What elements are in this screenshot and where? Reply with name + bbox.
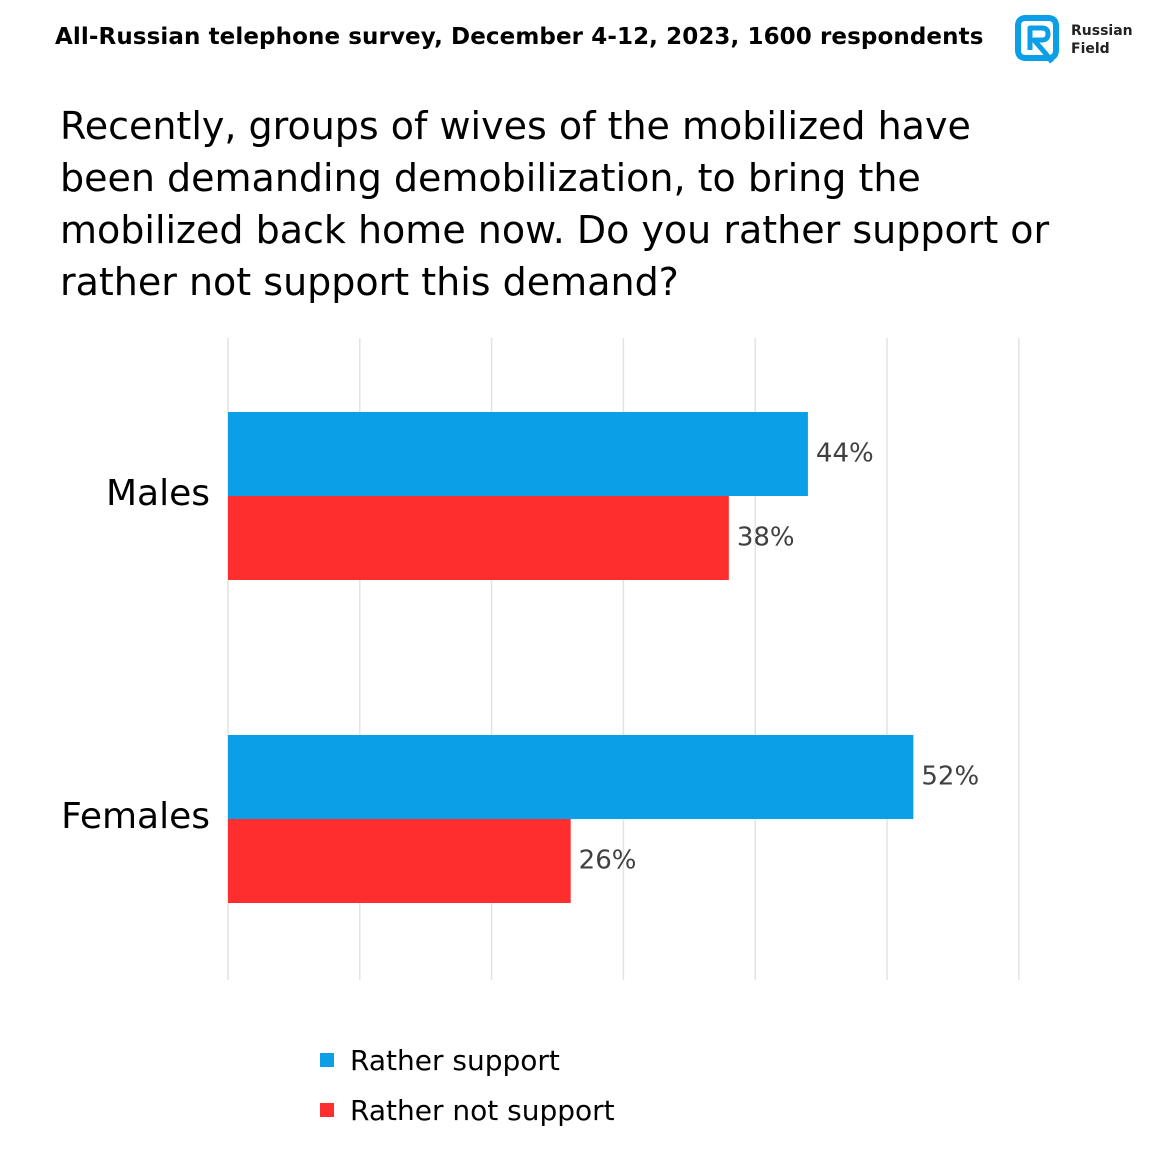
logo-text-line2: Field — [1071, 41, 1110, 57]
data-label-males-rather-support: 44% — [816, 439, 874, 469]
category-label-females: Females — [61, 796, 210, 837]
bar-males-rather-not-support — [228, 496, 729, 580]
bar-chart: Males 44% 38% Females 52% 26% — [61, 338, 1020, 980]
legend-swatch-rather-not-support — [320, 1103, 334, 1117]
logo-text-line1: Russian — [1071, 23, 1133, 39]
chart-legend: Rather support Rather not support — [320, 1040, 615, 1140]
russian-field-logo: Russian Field — [1014, 14, 1139, 66]
legend-item-rather-support: Rather support — [320, 1040, 615, 1080]
bar-females-rather-support — [228, 735, 914, 819]
data-label-males-rather-not-support: 38% — [737, 523, 795, 553]
bar-males-rather-support — [228, 412, 808, 496]
category-label-males: Males — [106, 473, 210, 514]
legend-item-rather-not-support: Rather not support — [320, 1090, 615, 1130]
question-text: Recently, groups of wives of the mobiliz… — [60, 104, 1050, 304]
russian-field-logo-icon — [1015, 15, 1059, 64]
data-label-females-rather-not-support: 26% — [579, 846, 637, 876]
legend-label-rather-support: Rather support — [350, 1043, 560, 1077]
bar-females-rather-not-support — [228, 819, 571, 903]
survey-subtitle: All-Russian telephone survey, December 4… — [55, 24, 984, 50]
data-label-females-rather-support: 52% — [921, 762, 979, 792]
legend-swatch-rather-support — [320, 1053, 334, 1067]
legend-label-rather-not-support: Rather not support — [350, 1093, 615, 1127]
